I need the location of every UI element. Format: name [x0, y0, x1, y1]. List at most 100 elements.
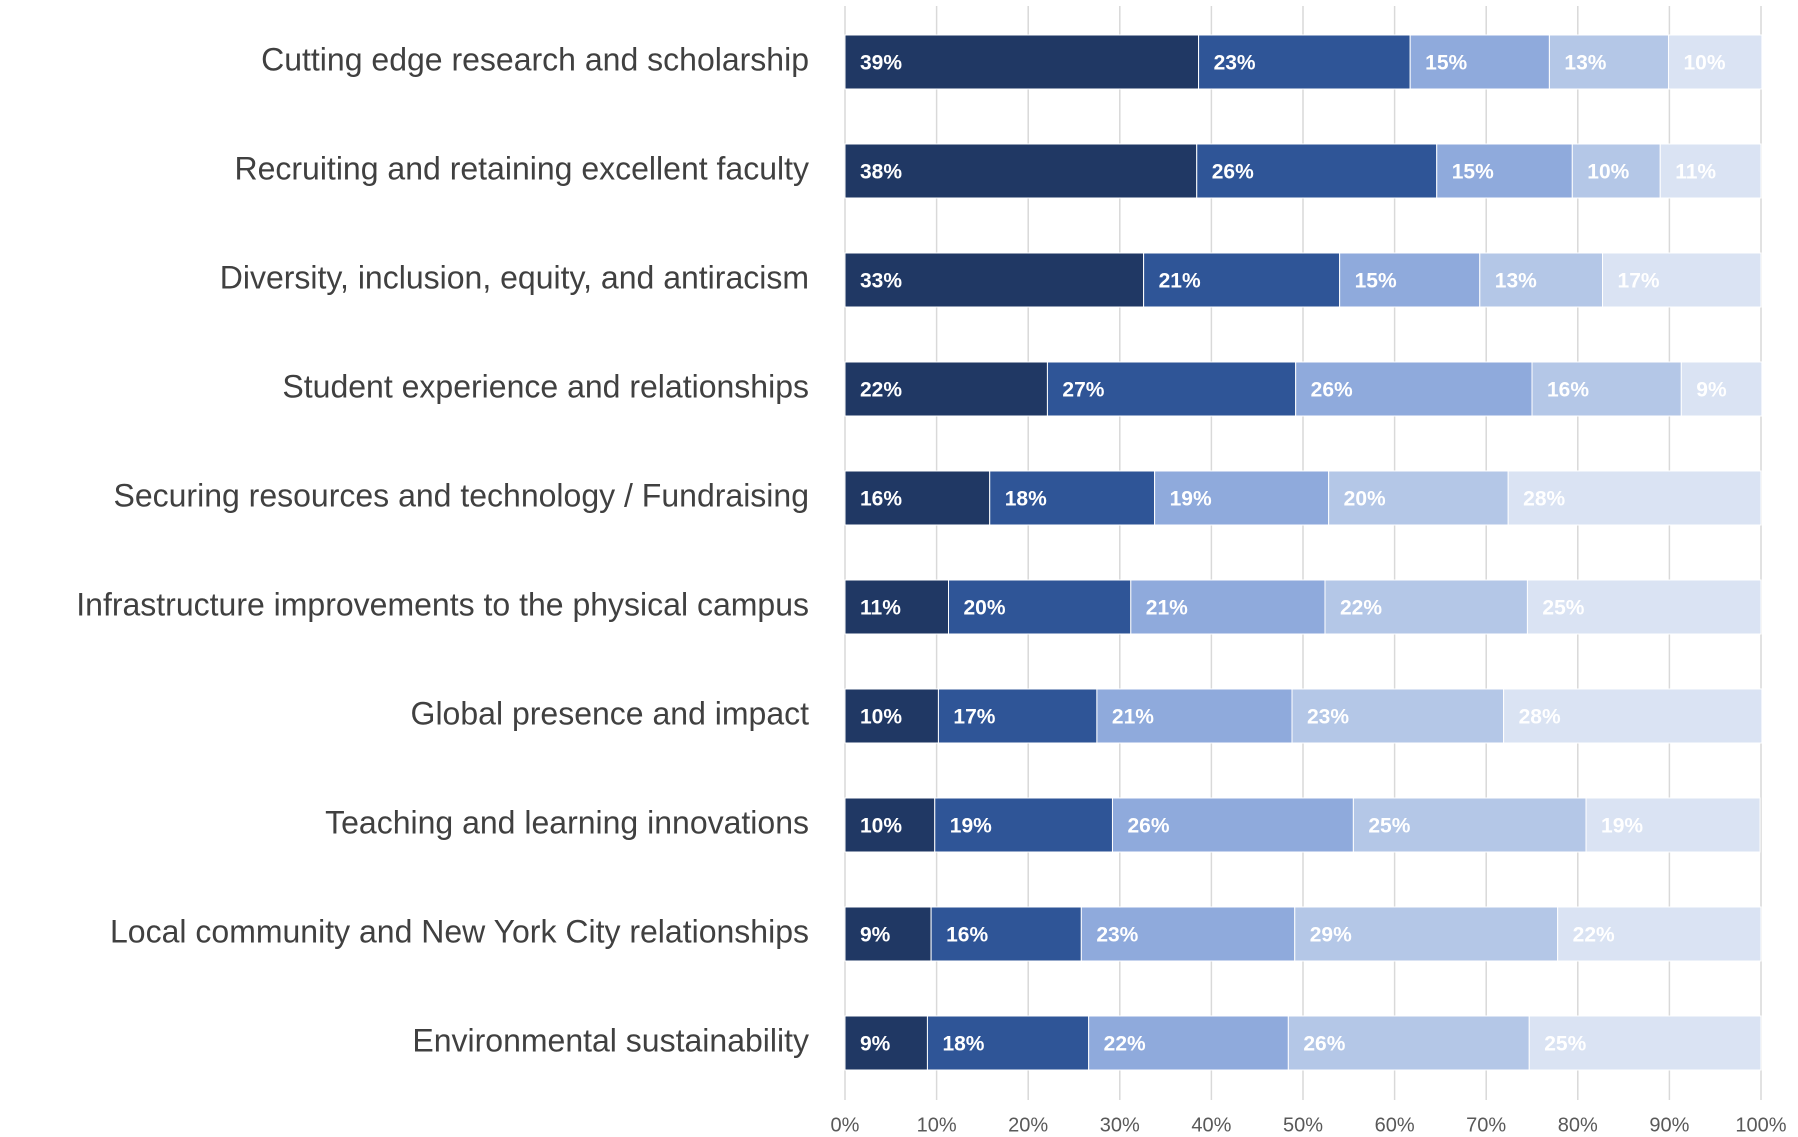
- value-label: 29%: [1310, 924, 1352, 947]
- bar-segment: [1080, 906, 1296, 962]
- bar-segment: [934, 797, 1113, 853]
- value-label: 17%: [1618, 270, 1660, 293]
- value-label: 27%: [1062, 379, 1104, 402]
- bar-segment: [1548, 34, 1669, 90]
- bar-segment: [1503, 688, 1763, 744]
- bar-segment: [1528, 1015, 1762, 1071]
- value-label: 22%: [1573, 924, 1615, 947]
- value-label: 19%: [950, 815, 992, 838]
- value-label: 26%: [1303, 1033, 1345, 1056]
- bar-segment: [948, 579, 1132, 635]
- value-label: 18%: [942, 1033, 984, 1056]
- x-tick-label: 50%: [1283, 1114, 1323, 1136]
- value-label: 11%: [860, 597, 901, 620]
- bar-segment: [1507, 470, 1762, 526]
- category-label: Infrastructure improvements to the physi…: [76, 586, 809, 622]
- value-label: 13%: [1564, 52, 1606, 75]
- bar-segment: [844, 906, 932, 962]
- value-label: 33%: [860, 270, 902, 293]
- x-tick-label: 40%: [1191, 1114, 1231, 1136]
- bar-segment: [937, 688, 1098, 744]
- bar-segment: [844, 797, 936, 853]
- value-label: 38%: [860, 161, 902, 184]
- x-tick-label: 60%: [1375, 1114, 1415, 1136]
- value-label: 10%: [1683, 52, 1725, 75]
- bar-segment: [1143, 252, 1341, 308]
- value-label: 10%: [1587, 161, 1629, 184]
- value-label: 15%: [1425, 52, 1467, 75]
- bar-segment: [1680, 361, 1763, 417]
- bar-segment: [844, 34, 1200, 90]
- value-label: 15%: [1452, 161, 1494, 184]
- value-label: 10%: [860, 706, 902, 729]
- value-label: 28%: [1519, 706, 1561, 729]
- value-label: 17%: [953, 706, 995, 729]
- bar-segment: [1111, 797, 1354, 853]
- bar-segment: [844, 470, 991, 526]
- bar-segment: [1667, 34, 1763, 90]
- value-label: 22%: [860, 379, 902, 402]
- value-label: 23%: [1214, 52, 1256, 75]
- x-tick-label: 10%: [917, 1114, 957, 1136]
- value-label: 16%: [860, 488, 902, 511]
- bar-segment: [1352, 797, 1587, 853]
- value-label: 9%: [1696, 379, 1727, 402]
- bar-segment: [1339, 252, 1481, 308]
- value-label: 16%: [946, 924, 988, 947]
- value-label: 39%: [860, 52, 902, 75]
- x-tick-label: 90%: [1649, 1114, 1689, 1136]
- bar-segment: [926, 1015, 1090, 1071]
- category-label: Global presence and impact: [411, 695, 810, 731]
- bar-segment: [1295, 361, 1533, 417]
- bar-segment: [1526, 579, 1762, 635]
- value-label: 19%: [1170, 488, 1212, 511]
- bar-segment: [844, 252, 1145, 308]
- bar-segment: [844, 143, 1198, 199]
- category-label: Diversity, inclusion, equity, and antira…: [220, 259, 809, 295]
- bar-segment: [1294, 906, 1559, 962]
- bar-segment: [930, 906, 1082, 962]
- value-label: 26%: [1311, 379, 1353, 402]
- bar-segment: [1291, 688, 1505, 744]
- bar-segment: [1196, 143, 1438, 199]
- value-label: 20%: [964, 597, 1006, 620]
- category-label: Student experience and relationships: [282, 368, 809, 404]
- value-label: 21%: [1146, 597, 1188, 620]
- bar-segment: [1531, 361, 1682, 417]
- x-tick-label: 80%: [1558, 1114, 1598, 1136]
- value-label: 25%: [1544, 1033, 1586, 1056]
- bar-segment: [1046, 361, 1297, 417]
- value-label: 22%: [1340, 597, 1382, 620]
- value-label: 11%: [1675, 161, 1716, 184]
- bar-segment: [1096, 688, 1293, 744]
- category-label: Environmental sustainability: [412, 1022, 809, 1058]
- value-label: 23%: [1096, 924, 1138, 947]
- bar-segment: [1409, 34, 1550, 90]
- x-tick-label: 20%: [1008, 1114, 1048, 1136]
- bar-segment: [1328, 470, 1509, 526]
- bar-segment: [1324, 579, 1528, 635]
- value-label: 21%: [1159, 270, 1201, 293]
- bar-segment: [1154, 470, 1330, 526]
- bar-segment: [844, 361, 1048, 417]
- value-label: 20%: [1344, 488, 1386, 511]
- bar-segment: [1557, 906, 1762, 962]
- bar-segment: [1571, 143, 1661, 199]
- value-label: 26%: [1212, 161, 1254, 184]
- category-label: Recruiting and retaining excellent facul…: [234, 150, 809, 186]
- x-tick-label: 70%: [1466, 1114, 1506, 1136]
- bar-segment: [1198, 34, 1411, 90]
- value-label: 10%: [860, 815, 902, 838]
- bar-segment: [844, 688, 939, 744]
- value-label: 18%: [1005, 488, 1047, 511]
- bar-segment: [1287, 1015, 1530, 1071]
- value-label: 25%: [1542, 597, 1584, 620]
- value-label: 28%: [1523, 488, 1565, 511]
- bar-segment: [1585, 797, 1761, 853]
- x-tick-label: 100%: [1735, 1114, 1786, 1136]
- bar-segment: [989, 470, 1156, 526]
- category-label: Local community and New York City relati…: [110, 913, 809, 949]
- category-label: Teaching and learning innovations: [325, 804, 809, 840]
- bar-segment: [844, 1015, 928, 1071]
